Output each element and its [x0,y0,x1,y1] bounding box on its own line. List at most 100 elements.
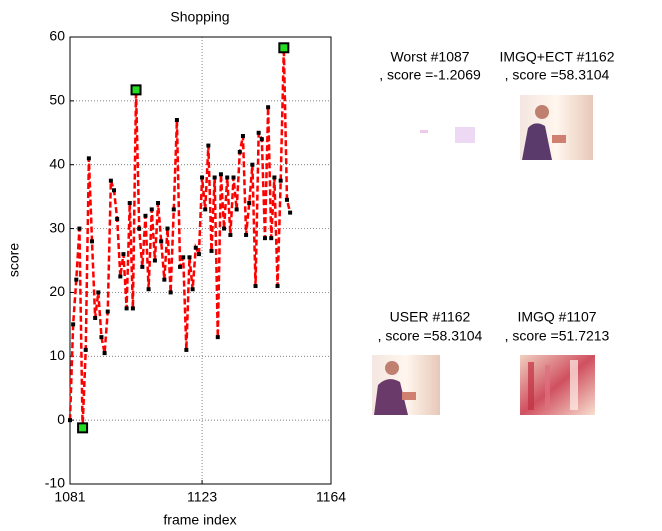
thumb-title: USER #1162 [390,309,471,325]
y-tick-label: 20 [49,283,65,299]
point-marker [222,226,227,231]
thumb-image [370,95,490,160]
point-marker [184,347,189,352]
thumb-title: IMGQ+ECT #1162 [499,49,614,65]
point-marker [108,178,113,183]
x-tick-label: 1081 [54,489,85,505]
point-marker [146,287,151,292]
thumb-title: IMGQ #1107 [517,309,596,325]
point-marker [159,239,164,244]
point-marker [86,156,91,161]
point-marker [168,290,173,295]
point-marker [190,287,195,292]
point-marker [206,143,211,148]
thumb-image [372,355,440,415]
chart-title: Shopping [170,9,229,25]
point-marker [105,309,110,314]
x-tick-label: 1123 [187,489,217,505]
point-marker [196,252,201,257]
point-marker [240,133,245,138]
point-marker [99,335,104,340]
point-marker [250,162,255,167]
point-marker [266,105,271,110]
point-marker [244,232,249,237]
thumb-score: , score =51.7213 [505,328,610,344]
point-marker [115,216,120,221]
point-marker [262,236,267,241]
point-marker [288,210,293,215]
point-marker [256,130,261,135]
point-marker [215,335,220,340]
y-tick-label: 40 [49,155,65,171]
point-marker [171,207,176,212]
point-marker [234,207,239,212]
series-line [68,47,292,428]
point-marker [253,284,258,289]
point-marker [102,351,107,356]
point-marker [118,274,123,279]
point-marker [247,201,252,206]
point-marker [77,226,82,231]
point-marker [162,277,167,282]
point-marker [218,172,223,177]
point-marker [96,290,101,295]
thumb-score: , score =58.3104 [378,328,483,344]
point-marker [127,201,132,206]
y-tick-label: -10 [45,475,65,491]
point-marker [124,306,129,311]
point-marker [284,197,289,202]
point-marker [143,213,148,218]
y-axis-label: score [6,243,22,277]
point-marker [156,201,161,206]
highlight-marker [130,84,142,96]
point-marker [71,322,76,327]
point-marker [130,306,135,311]
y-tick-label: 10 [49,347,65,363]
point-marker [200,175,205,180]
point-marker [121,252,126,257]
point-marker [83,347,88,352]
thumb-score: , score =-1.2069 [379,67,481,83]
x-axis-label: frame index [163,512,236,528]
point-marker [74,277,79,282]
axes-box [69,36,332,485]
highlight-marker [278,42,290,54]
point-marker [231,175,236,180]
thumb-title: Worst #1087 [390,49,469,65]
point-marker [112,188,117,193]
thumb-image [520,355,595,415]
y-tick-label: 60 [49,28,65,44]
y-tick-label: 0 [57,411,65,427]
point-marker [237,149,242,154]
point-marker [225,175,230,180]
point-marker [187,255,192,260]
point-marker [259,137,264,142]
point-marker [140,264,145,269]
point-marker [209,248,214,253]
x-tick-label: 1164 [316,489,346,505]
point-marker [174,118,179,123]
point-marker [278,178,283,183]
point-marker [152,258,157,263]
point-marker [228,232,233,237]
point-marker [181,255,186,260]
point-marker [275,284,280,289]
point-marker [193,245,198,250]
point-marker [272,175,277,180]
point-marker [203,207,208,212]
thumb-image [520,95,593,160]
point-marker [165,226,170,231]
point-marker [178,264,183,269]
point-marker [269,236,274,241]
point-marker [93,315,98,320]
y-tick-label: 50 [49,92,65,108]
point-marker [68,418,72,423]
point-marker [137,226,142,231]
point-marker [149,207,154,212]
point-marker [212,175,217,180]
y-tick-label: 30 [49,219,65,235]
point-marker [90,239,95,244]
highlight-marker [77,422,89,434]
thumb-score: , score =58.3104 [505,67,610,83]
